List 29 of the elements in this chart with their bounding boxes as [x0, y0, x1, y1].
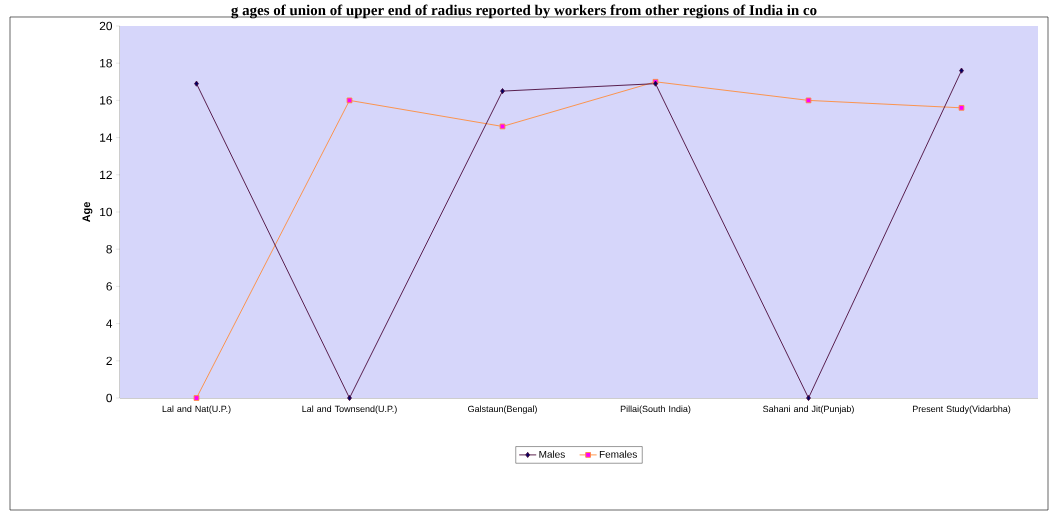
- legend-label: Females: [599, 450, 637, 458]
- x-tick-label: Lal and Townsend(U.P.): [302, 405, 397, 414]
- legend-label: Males: [539, 450, 565, 458]
- y-tick-label: 6: [106, 282, 112, 291]
- y-tick-label: 14: [100, 133, 113, 142]
- point: [193, 395, 200, 401]
- x-tick-label: Lal and Nat(U.P.): [162, 405, 231, 414]
- chart-title: g ages of union of upper end of radius reported by workers from other regions of India in co: [231, 4, 817, 19]
- y-tick-label: 10: [100, 207, 113, 217]
- point: [958, 105, 965, 111]
- point: [499, 123, 506, 130]
- point: [346, 97, 353, 104]
- y-tick-label: 16: [100, 96, 112, 105]
- x-tick-label: Galstaun(Bengal): [468, 405, 537, 414]
- x-tick-label: Present Study(Vidarbha): [912, 405, 1011, 414]
- y-tick-label: 12: [100, 170, 112, 179]
- point: [500, 88, 505, 95]
- point: [959, 67, 964, 74]
- y-tick-label: 20: [99, 21, 113, 31]
- x-tick-label: Sahani and Jit(Punjab): [763, 405, 854, 414]
- y-axis-title: Age: [82, 202, 93, 223]
- y-tick-label: 2: [106, 356, 112, 365]
- point: [805, 97, 812, 104]
- y-tick-label: 4: [106, 319, 113, 328]
- y-tick-label: 0: [106, 393, 113, 403]
- y-tick-label: 8: [106, 244, 112, 254]
- point: [194, 80, 199, 87]
- x-tick-label: Pillai(South India): [620, 405, 691, 414]
- y-tick-label: 18: [100, 58, 112, 68]
